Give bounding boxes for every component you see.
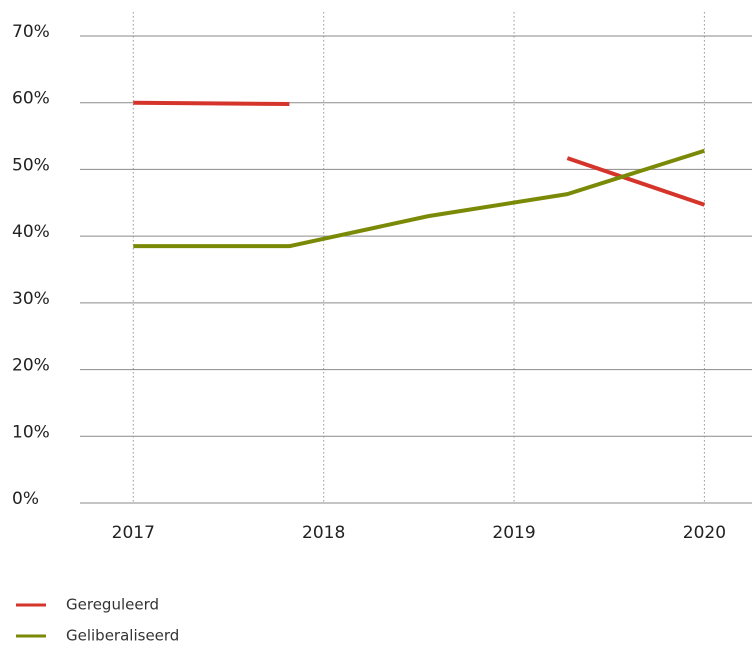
y-tick-label: 20% <box>12 356 50 376</box>
x-tick-label: 2018 <box>302 523 345 543</box>
y-tick-label: 50% <box>12 155 50 175</box>
y-tick-label: 10% <box>12 422 50 442</box>
y-tick-label: 60% <box>12 89 50 109</box>
y-tick-label: 30% <box>12 289 50 309</box>
y-tick-label: 40% <box>12 222 50 242</box>
x-tick-label: 2017 <box>112 523 155 543</box>
line <box>133 148 706 249</box>
legend-label: Geliberaliseerd <box>66 627 179 645</box>
y-tick-label: 70% <box>12 22 50 42</box>
legend-label: Gereguleerd <box>66 596 159 614</box>
x-tick-label: 2020 <box>683 523 726 543</box>
x-tick-label: 2019 <box>492 523 535 543</box>
y-tick-label: 0% <box>12 489 39 509</box>
line <box>133 100 706 207</box>
